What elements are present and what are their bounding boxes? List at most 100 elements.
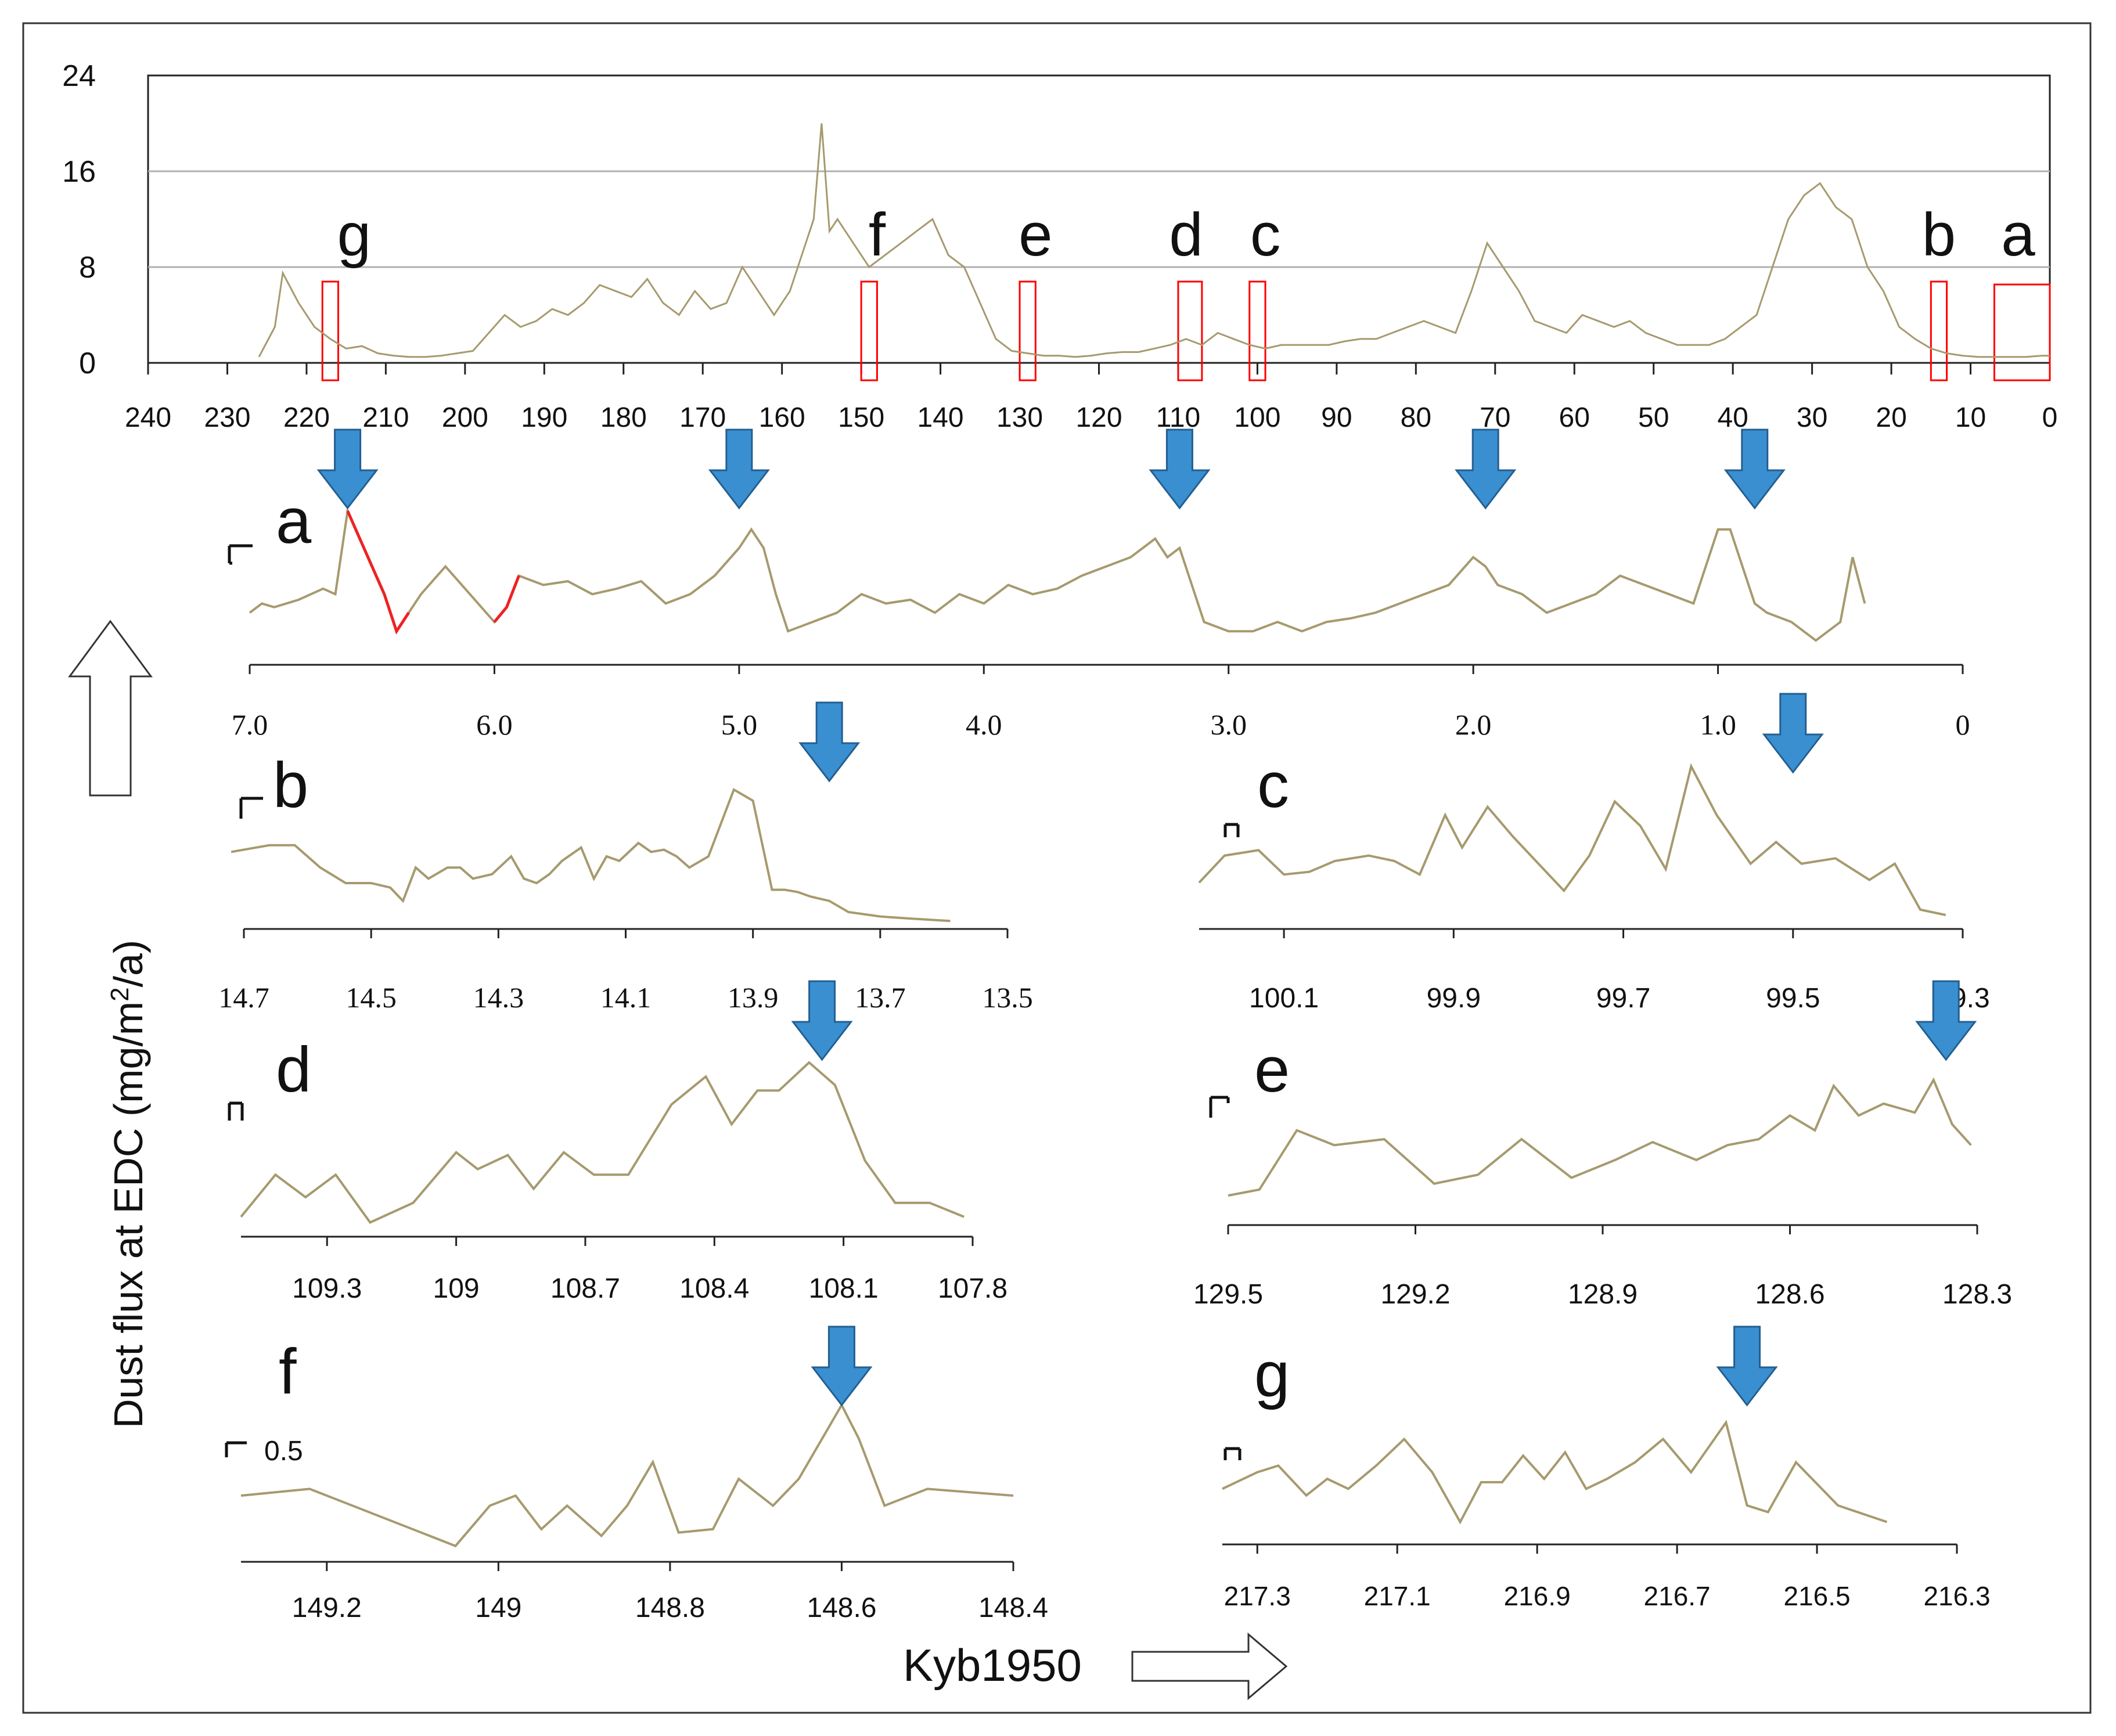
main-x-tick-label: 240 [125,402,171,433]
panel-c: 100.1 99.9 99.7 99.5 99.3c [1198,693,1990,1014]
main-x-tick-label: 0 [2042,402,2058,433]
panel-d-scale-mark [228,1101,244,1121]
main-grid [148,170,2050,268]
panel-d-x-tick-label: 108.4 [679,1273,749,1304]
panel-a-x-tick-label: 1.0 [1700,708,1736,741]
main-x-tick-label: 100 [1234,402,1280,433]
panel-g-x-tick-label: 216.9 [1504,1581,1571,1611]
panel-f-x-tick-label: 149 [475,1593,521,1623]
panel-d-x-tick-label: 108.7 [550,1273,620,1304]
panel-e-x-tick-label: 128.9 [1568,1279,1638,1310]
range-marker-e [1019,280,1037,381]
main-y-ticks: 0 8 16 24 [62,59,96,380]
panel-a-x-tick-label: 7.0 [232,708,268,741]
panel-d-series-line [240,1061,965,1224]
panel-b: 14.7 14.5 14.3 14.1 13.9 13.7 13.5 b [218,701,1033,1014]
panel-b-x-tick-label: 13.5 [982,981,1033,1014]
range-marker-f [860,280,878,381]
main-x-tick-label: 120 [1075,402,1122,433]
panel-f-x-tick-label: 148.4 [978,1593,1048,1623]
panel-f-series-line [240,1402,1014,1548]
panel-a-title: a [276,485,312,557]
panel-b-title: b [273,750,308,821]
panel-b-x-tick-label: 14.1 [600,981,652,1014]
main-x-tick-label: 200 [442,402,488,433]
main-x-tick-label: 150 [838,402,884,433]
panel-c-series-line [1198,763,1946,916]
panel-b-x-tick-label: 14.7 [218,981,269,1014]
down-arrow-icon [316,428,379,510]
main-x-tick-label: 70 [1480,402,1510,433]
panel-e-scale-mark [1209,1096,1230,1118]
panel-e-x-tick-label: 129.2 [1380,1279,1450,1310]
panel-f-x-tick-label: 148.6 [807,1593,876,1623]
panel-e-series-line [1228,1077,1972,1197]
panel-d-title: d [276,1034,311,1105]
panel-a-x-tick-label: 2.0 [1455,708,1492,741]
main-x-ticks: 240 230 220 210 200 190 180 170 160 150 140 130 120 1… [125,363,2057,433]
main-x-tick-label: 170 [679,402,726,433]
panel-a-highlight-segment [493,575,520,623]
main-x-tick-label: 160 [759,402,805,433]
main-x-tick-label: 130 [996,402,1043,433]
main-x-tick-label: 190 [521,402,567,433]
down-arrow-icon [791,980,853,1061]
main-x-tick-label: 20 [1876,402,1906,433]
main-x-tick-label: 180 [600,402,647,433]
panel-a: 7.0 6.0 5.0 4.0 3.0 2.0 1.0 0 a [228,428,1970,741]
x-axis-label: Kyb1950 [903,1640,1082,1691]
range-label-a: a [2001,201,2035,269]
panel-b-x-tick-label: 13.9 [728,981,779,1014]
panel-e-x-tick-label: 129.5 [1193,1279,1263,1310]
panel-e: 129.5 129.2 128.9 128.6 128.3 e [1193,980,2012,1310]
panel-e-x-tick-label: 128.6 [1755,1279,1824,1310]
panel-e-x-tick-label: 128.3 [1942,1279,2012,1310]
panel-a-x-tick-label: 6.0 [476,708,513,741]
scale-bar-label: 0.5 [264,1436,303,1467]
main-x-tick-label: 40 [1717,402,1748,433]
main-x-tick-label: 80 [1401,402,1431,433]
main-x-tick-label: 60 [1559,402,1590,433]
panel-f-scale-mark [225,1441,247,1457]
up-arrow-icon [68,620,153,797]
panel-a-x-tick-label: 0 [1956,708,1970,741]
main-x-tick-label: 110 [1156,402,1201,433]
panel-a-x-tick-label: 4.0 [966,708,1002,741]
panel-f-x-tick-label: 149.2 [292,1593,362,1623]
main-plot-border [147,74,2051,364]
down-arrow-icon [1915,980,1977,1061]
down-arrow-icon [1455,428,1517,510]
panel-g-x-tick-label: 216.3 [1923,1581,1990,1611]
range-label-e: e [1019,201,1052,269]
panel-g-x-tick-label: 217.3 [1224,1581,1291,1611]
range-marker-a [1993,283,2051,381]
panel-c-scale-mark [1223,823,1240,837]
right-arrow-icon [1131,1632,1288,1701]
panel-b-series-line [231,788,951,923]
panel-g-scale-mark [1223,1447,1241,1460]
panel-b-x-tick-label: 13.7 [855,981,906,1014]
panel-d: 109.3 109 108.7 108.4 108.1 107.8 d [228,980,1007,1304]
panel-c-x-tick-label: 99.9 [1427,983,1481,1014]
range-label-c: c [1250,201,1281,269]
main-range-markers [321,280,2051,381]
down-arrow-icon [1762,693,1824,774]
main-x-tick-label: 30 [1797,402,1827,433]
panel-c-title: c [1257,750,1289,821]
down-arrow-icon [1723,428,1786,510]
y-axis-label: Dust flux at EDC (mg/m2/a) [106,940,152,1428]
figure-frame [22,22,2092,1714]
panel-g-title: g [1254,1339,1290,1410]
range-label-d: d [1169,201,1203,269]
panel-a-x-tick-label: 3.0 [1210,708,1247,741]
range-label-g: g [337,201,371,269]
panel-a-highlight-segment [346,510,410,635]
range-marker-g [321,280,339,381]
panel-g-x-tick-label: 217.1 [1364,1581,1431,1611]
range-label-f: f [869,201,886,269]
range-marker-c [1248,280,1266,381]
panel-d-x-tick-label: 109.3 [292,1273,362,1304]
range-marker-d [1177,280,1203,381]
